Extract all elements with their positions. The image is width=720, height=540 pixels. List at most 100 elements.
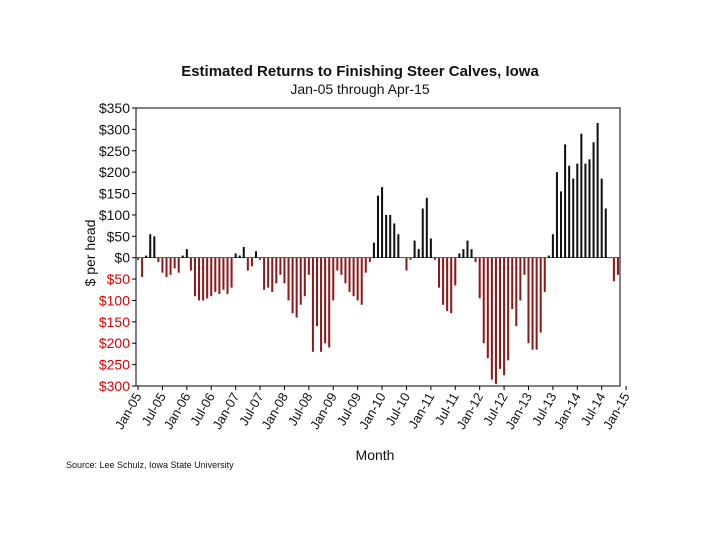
bar bbox=[486, 257, 489, 359]
bar bbox=[279, 257, 282, 275]
bar bbox=[141, 257, 144, 277]
bar bbox=[238, 255, 241, 258]
bar bbox=[519, 257, 522, 301]
bar bbox=[332, 257, 335, 301]
bar bbox=[185, 249, 188, 258]
bar bbox=[551, 234, 554, 258]
bar bbox=[336, 257, 339, 271]
bar bbox=[511, 257, 514, 310]
bar bbox=[588, 159, 591, 258]
bar bbox=[405, 257, 408, 271]
y-tick-label: $300 bbox=[99, 378, 130, 394]
bar bbox=[206, 257, 209, 299]
bar bbox=[145, 255, 148, 258]
y-tick-label: $150 bbox=[99, 314, 130, 330]
bar bbox=[202, 257, 205, 301]
bar bbox=[470, 249, 473, 258]
bar bbox=[490, 257, 493, 380]
bar bbox=[149, 234, 152, 258]
bar bbox=[503, 257, 506, 376]
bar bbox=[413, 240, 416, 258]
bar bbox=[393, 223, 396, 258]
bar bbox=[499, 257, 502, 369]
bar bbox=[429, 238, 432, 258]
bar bbox=[389, 214, 392, 258]
bar bbox=[596, 122, 599, 258]
bar bbox=[555, 172, 558, 258]
bar bbox=[381, 187, 384, 258]
bar bbox=[254, 251, 257, 258]
bar bbox=[543, 257, 546, 292]
y-tick-label: $250 bbox=[99, 357, 130, 373]
bar bbox=[397, 234, 400, 258]
plot-frame bbox=[135, 107, 621, 387]
bar bbox=[478, 257, 481, 299]
bar bbox=[482, 257, 485, 344]
bar bbox=[494, 257, 497, 384]
bar bbox=[218, 257, 221, 295]
bar bbox=[409, 257, 412, 260]
bar bbox=[303, 257, 306, 297]
bar bbox=[372, 242, 375, 258]
bar bbox=[446, 257, 449, 312]
bar bbox=[507, 257, 510, 361]
bar bbox=[348, 257, 351, 292]
bar bbox=[311, 257, 314, 352]
bar bbox=[612, 257, 615, 282]
bar bbox=[291, 257, 294, 314]
bar bbox=[376, 195, 380, 258]
bar bbox=[523, 257, 526, 275]
y-tick-label: $50 bbox=[107, 228, 131, 244]
y-tick-label: $100 bbox=[99, 292, 130, 308]
bar bbox=[560, 191, 563, 258]
x-axis-label: Month bbox=[355, 447, 395, 463]
bar bbox=[352, 257, 355, 297]
bar bbox=[271, 257, 274, 292]
bar bbox=[189, 257, 192, 271]
bar bbox=[242, 247, 245, 258]
bar bbox=[250, 257, 253, 267]
bar bbox=[425, 197, 428, 258]
y-tick-label: $200 bbox=[99, 164, 130, 180]
y-tick-label: $100 bbox=[99, 207, 130, 223]
bar bbox=[576, 163, 579, 258]
bar bbox=[437, 257, 441, 288]
bar bbox=[222, 257, 225, 290]
bar bbox=[344, 257, 347, 284]
bar bbox=[328, 257, 331, 348]
bar bbox=[364, 257, 367, 273]
bar bbox=[584, 163, 587, 258]
bar bbox=[263, 257, 266, 290]
bar bbox=[198, 257, 201, 301]
bar bbox=[226, 257, 229, 295]
bar bbox=[527, 257, 530, 344]
bar bbox=[458, 253, 461, 258]
bar bbox=[315, 257, 319, 327]
bar bbox=[568, 165, 571, 258]
bar bbox=[450, 257, 453, 314]
bar bbox=[368, 257, 371, 262]
bar bbox=[214, 257, 217, 292]
bar bbox=[193, 257, 196, 297]
bar bbox=[417, 249, 420, 258]
bar bbox=[466, 240, 469, 258]
bar bbox=[287, 257, 290, 301]
bar bbox=[580, 133, 583, 258]
bar bbox=[600, 178, 603, 258]
bar bbox=[535, 257, 538, 350]
y-tick-label: $300 bbox=[99, 121, 130, 137]
bar bbox=[356, 257, 359, 301]
bar bbox=[137, 257, 140, 260]
bar bbox=[173, 257, 176, 269]
bar bbox=[283, 257, 286, 284]
y-tick-label: $150 bbox=[99, 186, 130, 202]
bar bbox=[181, 255, 184, 258]
x-tick-label: Jan-05 bbox=[112, 390, 145, 432]
bar bbox=[616, 257, 619, 275]
bar bbox=[299, 257, 302, 305]
bar bbox=[320, 257, 323, 352]
bar bbox=[230, 257, 233, 288]
bar bbox=[295, 257, 298, 318]
bar bbox=[531, 257, 534, 350]
